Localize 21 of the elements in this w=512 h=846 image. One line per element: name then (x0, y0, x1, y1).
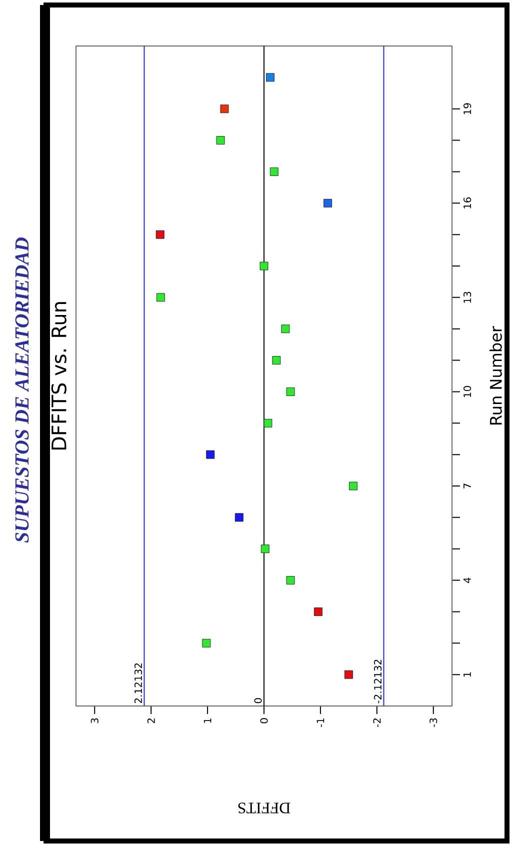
ref-line-label: -2.12132 (374, 660, 382, 704)
x-tick-label: -3 (430, 718, 438, 728)
x-axis-title: DFFITS (238, 802, 290, 814)
y-tick-label: 1 (464, 672, 471, 677)
x-tick-label: -1 (316, 718, 324, 728)
ref-line-label: 2.12132 (134, 663, 142, 704)
ref-line-label: 0 (254, 698, 262, 704)
y-tick-label: 16 (464, 197, 472, 208)
y-axis-title: Run Number (490, 326, 502, 424)
text: DFFITS vs. Run (51, 302, 66, 450)
y-tick-label: 19 (464, 103, 472, 114)
x-tick-label: 3 (90, 718, 98, 724)
x-tick-label: 2 (147, 718, 155, 724)
x-tick-label: 1 (204, 718, 212, 723)
text: SUPUESTOS DE ALEATORIEDAD (15, 237, 29, 543)
y-tick-label: 13 (464, 292, 472, 303)
y-tick-label: 7 (464, 484, 471, 488)
y-tick-label: 4 (464, 578, 471, 583)
x-tick-label: -2 (373, 718, 381, 728)
y-tick-label: 10 (464, 386, 472, 397)
x-tick-label: 0 (260, 718, 268, 724)
